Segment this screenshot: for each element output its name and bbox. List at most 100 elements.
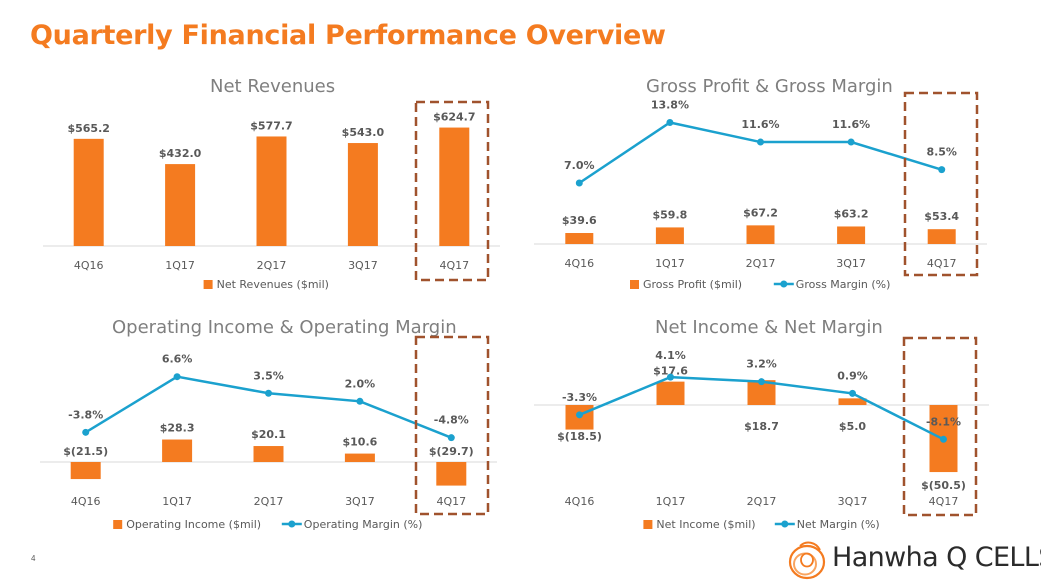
margin-value-label: 6.6% [162,353,193,366]
bar-3Q17 [344,453,375,462]
category-label: 4Q16 [564,257,594,270]
margin-point-4Q16 [82,428,90,436]
category-label: 4Q17 [929,495,959,508]
bar-4Q17 [439,127,470,246]
bar-value-label: $59.8 [653,208,688,221]
chart-title: Net Income & Net Margin [655,317,883,338]
legend-label: Net Income ($mil) [656,518,755,531]
bar-value-label: $5.0 [839,420,866,433]
margin-point-3Q17 [847,138,855,146]
category-label: 1Q17 [165,259,195,272]
bar-2Q17 [746,225,775,244]
bar-value-label: $(29.7) [429,445,474,458]
bar-4Q16 [565,233,594,244]
page-title: Quarterly Financial Performance Overview [30,20,666,51]
category-label: 4Q17 [927,257,957,270]
category-label: 1Q17 [656,495,686,508]
category-label: 2Q17 [747,495,777,508]
page-number: 4 [31,554,36,563]
chart-title: Gross Profit & Gross Margin [646,76,893,97]
margin-point-2Q17 [757,138,764,146]
margin-value-label: 8.5% [926,146,957,159]
legend-swatch-bar [630,280,639,289]
bar-3Q17 [837,226,866,244]
margin-point-3Q17 [356,397,364,405]
bar-value-label: $432.0 [159,147,202,160]
bar-value-label: $(18.5) [557,430,602,443]
bar-1Q17 [655,227,684,244]
margin-value-label: 11.6% [741,118,779,131]
bar-2Q17 [256,136,287,246]
highlight-box-4Q17 [414,335,490,516]
margin-point-4Q17 [447,434,455,442]
bar-value-label: $18.7 [744,420,779,433]
category-label: 2Q17 [257,259,287,272]
margin-value-label: 13.8% [651,98,689,111]
category-label: 3Q17 [348,259,378,272]
highlight-box-4Q17 [414,100,490,282]
margin-point-4Q16 [575,179,583,187]
bar-value-label: $20.1 [251,428,286,441]
bar-value-label: $543.0 [342,126,385,139]
margin-value-label: 7.0% [564,159,595,172]
margin-value-label: 11.6% [832,118,870,131]
logo-text: Hanwha Q CELLS [832,542,1041,573]
bar-value-label: $624.7 [433,111,475,124]
bar-value-label: $63.2 [834,207,869,220]
legend-swatch-bar [203,280,213,289]
margin-point-1Q17 [667,373,674,381]
bar-value-label: $67.2 [743,206,778,219]
bar-4Q17 [927,229,956,244]
category-label: 4Q16 [74,259,104,272]
category-label: 3Q17 [838,495,868,508]
margin-value-label: 4.1% [655,349,686,362]
legend-swatch-marker [780,280,788,288]
margin-point-1Q17 [173,373,181,381]
bar-2Q17 [253,446,284,462]
bar-1Q17 [162,439,193,462]
margin-value-label: -3.8% [68,408,103,421]
legend-label: Operating Income ($mil) [126,518,261,531]
legend-swatch-marker [288,520,296,528]
margin-point-4Q17 [940,435,947,443]
category-label: 2Q17 [746,257,776,270]
bar-value-label: $(50.5) [921,479,966,492]
margin-point-1Q17 [666,118,674,126]
bar-3Q17 [347,143,378,246]
bar-value-label: $577.7 [250,119,292,132]
bar-value-label: $28.3 [160,422,195,435]
category-label: 4Q17 [439,259,469,272]
category-label: 1Q17 [655,257,685,270]
category-label: 4Q17 [436,495,466,508]
margin-value-label: -8.1% [926,415,961,428]
company-logo: Hanwha Q CELLS [786,538,1041,582]
bar-value-label: $39.6 [562,214,597,227]
margin-value-label: 2.0% [345,377,376,390]
bar-value-label: $565.2 [67,122,109,135]
margin-point-2Q17 [265,389,272,397]
chart-title: Operating Income & Operating Margin [112,317,457,338]
chart-title: Net Revenues [210,76,336,97]
legend-swatch-marker [781,520,789,528]
bar-4Q16 [73,138,104,246]
margin-point-2Q17 [758,378,765,386]
legend-label: Gross Profit ($mil) [643,278,742,291]
category-label: 4Q16 [565,495,595,508]
legend-label: Net Revenues ($mil) [217,278,329,291]
hanwha-flame-icon [788,541,826,580]
highlight-box-4Q17 [902,336,978,517]
bar-4Q16 [70,462,101,480]
margin-point-3Q17 [849,389,856,397]
bar-3Q17 [838,398,867,405]
bar-value-label: $17.6 [653,365,688,378]
bar-4Q17 [436,462,467,486]
bar-value-label: $10.6 [343,436,378,449]
category-label: 3Q17 [836,257,866,270]
margin-value-label: -3.3% [562,391,597,404]
legend-swatch-bar [643,520,653,529]
bar-1Q17 [165,164,196,246]
